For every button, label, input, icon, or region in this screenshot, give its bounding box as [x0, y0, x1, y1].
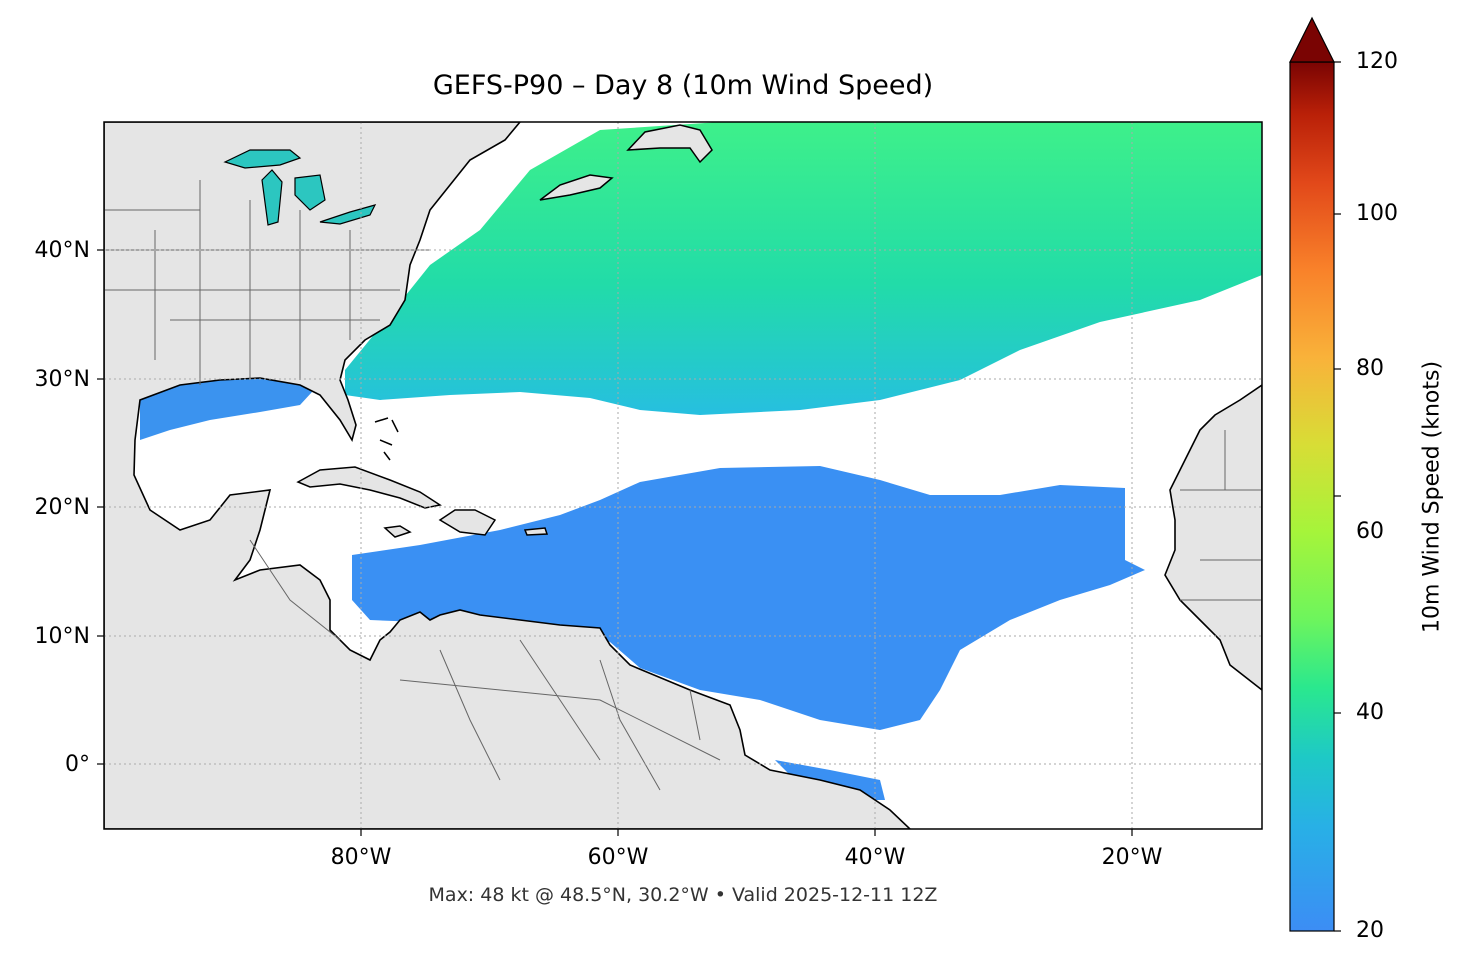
- lon-label-20w: 20°W: [1101, 845, 1163, 870]
- map-area: [104, 122, 1262, 829]
- colorbar: [1289, 16, 1341, 932]
- lon-label-80w: 80°W: [330, 845, 392, 870]
- colorbar-label: 10m Wind Speed (knots): [1419, 360, 1445, 634]
- wind-field-gulf: [140, 378, 312, 440]
- wind-field-north-atlantic: [345, 122, 1262, 415]
- land-africa: [1164, 384, 1262, 692]
- lat-label-10n: 10°N: [34, 624, 90, 649]
- lat-label-20n: 20°N: [34, 495, 90, 520]
- land-nova-scotia: [539, 174, 614, 201]
- land-jamaica: [383, 525, 412, 538]
- colorbar-tick-20: 20: [1356, 918, 1384, 943]
- land-puerto-rico: [523, 527, 549, 536]
- land-bahamas: [374, 417, 399, 461]
- land-north-america: [104, 122, 912, 829]
- max-wind-footer: Max: 48 kt @ 48.5°N, 30.2°W • Valid 2025…: [428, 884, 938, 906]
- lat-label-0: 0°: [65, 752, 90, 777]
- colorbar-tick-120: 120: [1356, 49, 1398, 74]
- colorbar-tick-60: 60: [1356, 519, 1384, 544]
- chart-title: GEFS-P90 – Day 8 (10m Wind Speed): [432, 70, 934, 101]
- lat-label-40n: 40°N: [34, 238, 90, 263]
- land-hispaniola: [438, 509, 497, 536]
- gridlines: [104, 122, 1262, 829]
- wind-field-tropical-atlantic: [352, 466, 1145, 730]
- political-borders: [104, 180, 1262, 791]
- lat-label-30n: 30°N: [34, 367, 90, 392]
- land-cuba: [296, 466, 442, 509]
- colorbar-extend-arrow: [1289, 16, 1335, 63]
- map-frame: [103, 121, 1263, 830]
- axis-ticks: [97, 249, 1133, 836]
- colorbar-tick-100: 100: [1356, 201, 1398, 226]
- land-newfoundland: [626, 124, 713, 164]
- lon-label-40w: 40°W: [844, 845, 906, 870]
- colorbar-tick-80: 80: [1356, 356, 1384, 381]
- great-lakes: [223, 149, 377, 226]
- colorbar-gradient: [1289, 61, 1335, 932]
- lon-label-60w: 60°W: [587, 845, 649, 870]
- colorbar-tick-40: 40: [1356, 700, 1384, 725]
